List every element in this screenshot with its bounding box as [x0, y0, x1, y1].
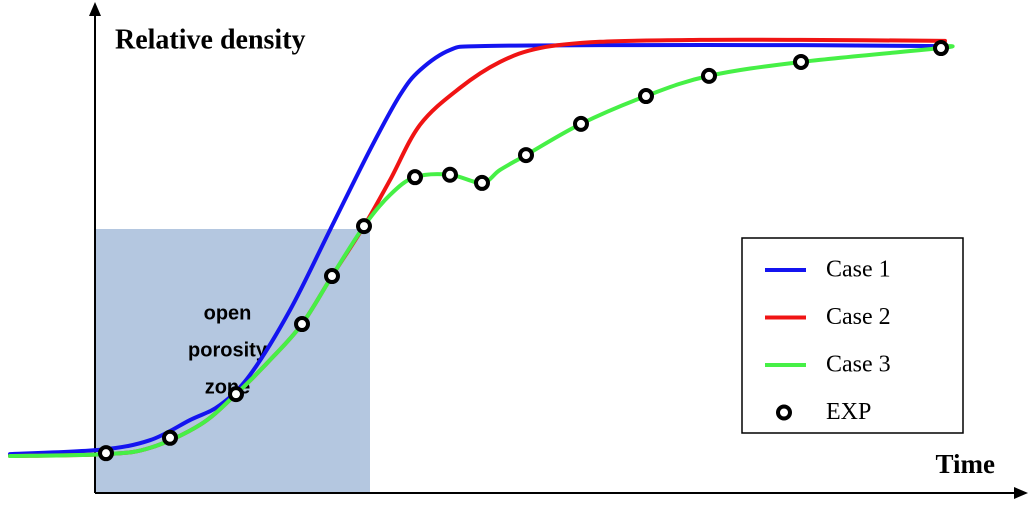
- exp-marker: [793, 53, 809, 70]
- exp-marker: [324, 268, 340, 285]
- legend-marker: [776, 404, 792, 421]
- legend-label: EXP: [826, 399, 871, 425]
- legend-label: Case 1: [826, 257, 891, 283]
- exp-marker: [98, 445, 114, 462]
- axes: [89, 2, 1028, 499]
- exp-marker: [701, 67, 717, 84]
- exp-marker: [228, 386, 244, 403]
- exp-marker: [294, 316, 310, 333]
- region-label: open: [204, 302, 252, 324]
- region-label: porosity: [188, 339, 268, 361]
- x-axis-label: Time: [936, 449, 996, 479]
- exp-marker: [933, 40, 949, 57]
- series-line: [8, 43, 947, 457]
- y-axis-arrow: [89, 2, 101, 16]
- exp-marker: [518, 147, 534, 164]
- exp-marker: [162, 429, 178, 446]
- exp-marker: [407, 169, 423, 186]
- exp-marker: [442, 166, 458, 183]
- legend: Case 1 Case 2 Case 3 EXP: [741, 237, 964, 434]
- plot: [8, 37, 955, 462]
- exp-marker: [474, 174, 490, 191]
- legend-label: Case 2: [826, 304, 891, 330]
- exp-marker: [356, 218, 372, 235]
- legend-label: Case 3: [826, 352, 891, 378]
- x-axis-arrow: [1014, 487, 1028, 499]
- y-axis-label: Relative density: [115, 24, 306, 55]
- exp-marker: [638, 88, 654, 105]
- exp-marker: [573, 115, 589, 132]
